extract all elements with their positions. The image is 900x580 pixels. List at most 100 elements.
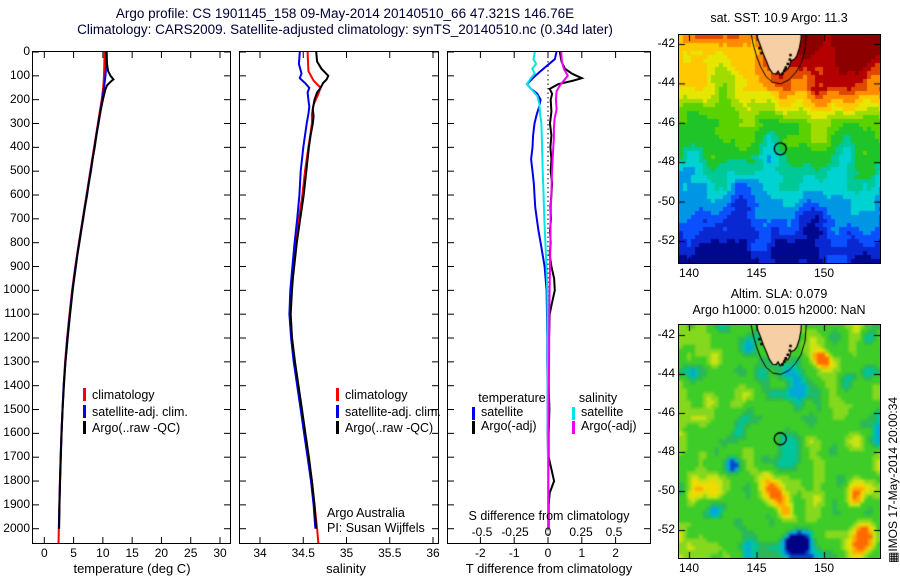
sla-map-title-line1: Altim. SLA: 0.079 <box>730 287 828 301</box>
map-lat-label: -50 <box>657 483 675 497</box>
map-lat-label: -50 <box>657 193 675 208</box>
map-lon-label: 145 <box>746 266 767 280</box>
series-argo-raw-qc- <box>289 52 330 529</box>
map-lat-label: -52 <box>657 233 675 247</box>
satellite-clim-legend-label: satellite-adj. clim. <box>92 404 188 419</box>
s-satellite-legend-mark <box>572 406 575 420</box>
map-lat-label: -48 <box>657 154 675 169</box>
s-argo-legend-mark <box>572 420 575 434</box>
s-argo-legend-label: Argo(-adj) <box>581 419 637 433</box>
sst-map <box>678 34 881 264</box>
climatology-legend-label: climatology <box>345 388 408 402</box>
s-axis-tick-label: -0.5 <box>471 525 493 539</box>
temperature-legend-header: temperature <box>478 391 546 405</box>
map-lat-label: -46 <box>657 405 675 419</box>
depth-tick-label: 200 <box>9 91 30 106</box>
series-salinity-satellite <box>525 52 549 529</box>
salinity-plot <box>240 52 438 543</box>
argo-australia-note: Argo Australia <box>327 506 405 520</box>
difference-plot <box>448 52 650 543</box>
t-satellite-legend-mark <box>472 406 475 420</box>
x-tick-label: 36 <box>426 546 440 560</box>
t-satellite-legend-label: satellite <box>481 405 524 419</box>
x-tick-label: 20 <box>154 546 169 560</box>
x-tick-label: 35.5 <box>378 546 402 560</box>
x-tick-label: 34.5 <box>291 546 315 560</box>
s-axis-tick-label: 0.25 <box>569 525 593 539</box>
map-lat-label: -48 <box>657 444 675 458</box>
salinity-panel-frame <box>239 51 439 544</box>
map-lat-label: -44 <box>657 75 675 90</box>
s-axis-tick-label: 0.5 <box>605 525 623 539</box>
depth-tick-label: 400 <box>9 139 30 154</box>
map-lon-label: 145 <box>746 561 767 575</box>
depth-tick-label: 600 <box>9 187 30 201</box>
x-tick-label: 34 <box>253 546 267 560</box>
series-satellite-adj-clim- <box>288 52 317 529</box>
temperature-axis-label: temperature (deg C) <box>73 561 191 576</box>
depth-tick-label: 300 <box>9 115 30 130</box>
depth-tick-label: 1100 <box>4 306 30 321</box>
argo-raw-legend-mark <box>336 421 339 434</box>
climatology-legend-label: climatology <box>92 388 155 402</box>
depth-tick-label: 800 <box>9 234 30 249</box>
argo-raw-legend-label: Argo(..raw -QC) <box>92 421 181 435</box>
series-argo-raw-qc- <box>58 52 115 529</box>
temperature-panel-frame <box>32 51 231 544</box>
x-tick-label: -1 <box>508 546 520 560</box>
depth-tick-label: 1000 <box>3 282 30 297</box>
depth-tick-label: 1500 <box>3 401 30 416</box>
s-difference-axis-label: S difference from climatology <box>468 509 630 523</box>
figure-title-line1: Argo profile: CS 1901145_158 09-May-2014… <box>115 6 575 21</box>
sla-map-title-line2: Argo h1000: 0.015 h2000: NaN <box>692 303 866 317</box>
map-lat-label: -42 <box>657 36 675 50</box>
depth-tick-label: 2000 <box>3 520 30 535</box>
satellite-clim-legend-label: satellite-adj. clim. <box>345 404 441 419</box>
depth-tick-label: 1300 <box>3 353 30 368</box>
argo-raw-legend-label: Argo(..raw -QC) <box>345 421 434 435</box>
map-lat-label: -46 <box>657 114 675 129</box>
x-tick-label: 25 <box>184 546 198 560</box>
x-tick-label: 5 <box>70 546 77 560</box>
sst-map-title: sat. SST: 10.9 Argo: 11.3 <box>710 11 848 25</box>
s-satellite-legend-label: satellite <box>581 405 624 419</box>
depth-tick-label: 1200 <box>3 330 30 345</box>
salinity-axis-label: salinity <box>326 561 366 576</box>
map-lat-label: -42 <box>657 327 675 341</box>
depth-tick-label: 1600 <box>3 425 30 440</box>
map-lat-label: -52 <box>657 522 675 536</box>
depth-tick-label: 700 <box>9 210 30 225</box>
x-tick-label: 15 <box>125 546 139 560</box>
map-lon-label: 150 <box>813 561 835 575</box>
figure-title-line2: Climatology: CARS2009. Satellite-adjuste… <box>77 22 613 37</box>
depth-tick-label: 1900 <box>3 496 30 511</box>
x-tick-label: 30 <box>213 546 227 560</box>
imos-timestamp: ▦IMOS 17-May-2014 20:00:34 <box>886 396 900 563</box>
argo-raw-legend-mark <box>83 421 86 434</box>
depth-tick-label: 1400 <box>3 377 30 392</box>
t-argo-legend-mark <box>472 420 475 434</box>
map-lon-label: 140 <box>678 266 700 280</box>
x-tick-label: 1 <box>578 546 586 560</box>
t-difference-axis-label: T difference from climatology <box>465 561 633 576</box>
climatology-legend-mark <box>336 388 339 401</box>
climatology-legend-mark <box>83 388 86 401</box>
depth-tick-label: 500 <box>9 163 30 178</box>
depth-tick-label: 100 <box>9 67 30 82</box>
map-lon-label: 140 <box>678 561 700 575</box>
x-tick-label: 0 <box>40 546 48 560</box>
pi-note: PI: Susan Wijffels <box>327 521 425 535</box>
map-lon-label: 150 <box>813 266 835 280</box>
x-tick-label: -2 <box>475 546 486 560</box>
depth-tick-label: 0 <box>23 44 30 58</box>
depth-tick-label: 900 <box>9 258 30 273</box>
map-lat-label: -44 <box>657 366 675 380</box>
salinity-legend-header: salinity <box>578 391 618 405</box>
x-tick-label: 10 <box>96 546 110 560</box>
x-tick-label: 0 <box>544 546 552 560</box>
x-tick-label: 35 <box>339 546 354 560</box>
satellite-clim-legend-mark <box>83 404 86 418</box>
sla-map <box>678 324 881 559</box>
x-tick-label: 2 <box>612 546 619 560</box>
